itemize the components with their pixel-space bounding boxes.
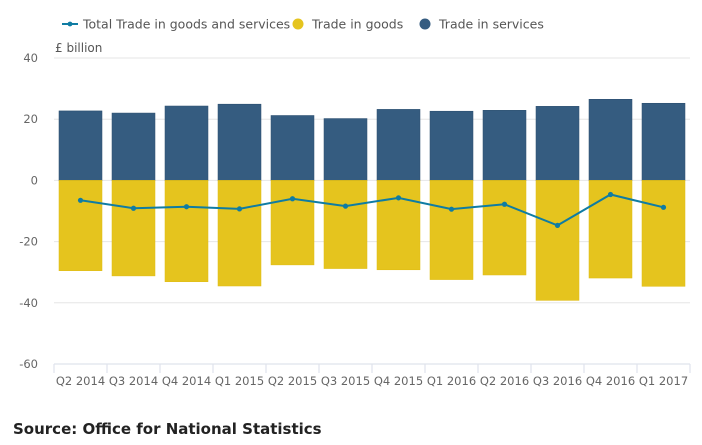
legend-label-trade-in-goods: Trade in goods	[311, 17, 403, 32]
legend-label-total-trade: Total Trade in goods and services	[82, 17, 290, 32]
bar-trade-in-services	[111, 112, 156, 181]
line-point-total-trade	[395, 195, 402, 201]
line-point-total-trade	[554, 222, 561, 228]
bar-trade-in-goods	[111, 180, 156, 277]
x-tick-label: Q1 2016	[427, 374, 476, 388]
legend-label-trade-in-services: Trade in services	[438, 17, 544, 32]
bar-trade-in-goods	[323, 180, 368, 269]
bar-trade-in-goods	[376, 180, 421, 271]
x-tick-label: Q2 2016	[480, 374, 529, 388]
bar-trade-in-services	[58, 110, 103, 181]
line-point-total-trade	[130, 205, 137, 211]
bar-trade-in-goods	[641, 180, 686, 287]
line-point-total-trade	[342, 203, 349, 209]
bar-trade-in-services	[217, 103, 262, 181]
bar-trade-in-services	[323, 118, 368, 181]
y-axis-unit-label: £ billion	[55, 41, 102, 55]
line-point-total-trade	[236, 206, 243, 212]
bar-trade-in-services	[270, 115, 315, 181]
bar-trade-in-services	[164, 105, 209, 181]
line-point-total-trade	[607, 191, 614, 198]
bar-trade-in-goods	[217, 180, 262, 287]
bar-trade-in-goods	[482, 180, 527, 276]
line-point-total-trade	[183, 204, 190, 210]
bar-trade-in-services	[588, 99, 633, 181]
total-trade-line	[77, 191, 667, 228]
x-tick-label: Q3 2015	[321, 374, 370, 388]
y-tick-label: -40	[19, 296, 38, 310]
x-tick-label: Q3 2014	[109, 374, 158, 388]
x-tick-label: Q1 2015	[215, 374, 264, 388]
legend-services-dot-icon	[419, 18, 431, 30]
x-axis: Q2 2014 Q3 2014 Q4 2014 Q1 2015 Q2 2015 Q3 20…	[53, 363, 691, 388]
bar-trade-in-services	[376, 109, 421, 181]
line-point-total-trade	[77, 197, 84, 203]
gridlines	[54, 57, 690, 304]
legend: Total Trade in goods and services Trade i…	[62, 17, 544, 32]
y-tick-label: 40	[23, 51, 38, 65]
bar-trade-in-services	[641, 102, 686, 181]
bars	[58, 99, 686, 301]
y-tick-label: -20	[19, 235, 38, 249]
bar-trade-in-goods	[429, 180, 474, 280]
bar-trade-in-services	[482, 110, 527, 181]
x-tick-label: Q3 2016	[533, 374, 582, 388]
source-note: Source: Office for National Statistics	[13, 420, 322, 438]
y-axis: 40 20 0 -20 -40 -60	[19, 51, 38, 371]
bar-trade-in-services	[535, 106, 580, 181]
legend-line-marker-icon	[67, 21, 73, 27]
x-tick-label: Q2 2014	[56, 374, 105, 388]
line-point-total-trade	[289, 196, 296, 202]
bar-trade-in-goods	[535, 180, 580, 301]
x-tick-label: Q1 2017	[639, 374, 688, 388]
y-tick-label: -60	[19, 357, 38, 371]
line-point-total-trade	[660, 204, 667, 210]
bar-trade-in-goods	[270, 180, 315, 266]
y-tick-label: 0	[31, 173, 38, 187]
bar-trade-in-goods	[164, 180, 209, 282]
x-tick-label: Q4 2014	[162, 374, 211, 388]
line-total-trade	[80, 193, 664, 227]
x-tick-label: Q4 2016	[586, 374, 635, 388]
x-tick-label: Q2 2015	[268, 374, 317, 388]
legend-goods-dot-icon	[292, 18, 304, 30]
line-point-total-trade	[501, 201, 508, 207]
y-tick-label: 20	[23, 112, 38, 126]
chart: Total Trade in goods and services Trade i…	[19, 17, 691, 388]
line-point-total-trade	[448, 206, 455, 212]
bar-trade-in-goods	[58, 180, 103, 271]
x-tick-label: Q4 2015	[374, 374, 423, 388]
bar-trade-in-services	[429, 110, 474, 181]
